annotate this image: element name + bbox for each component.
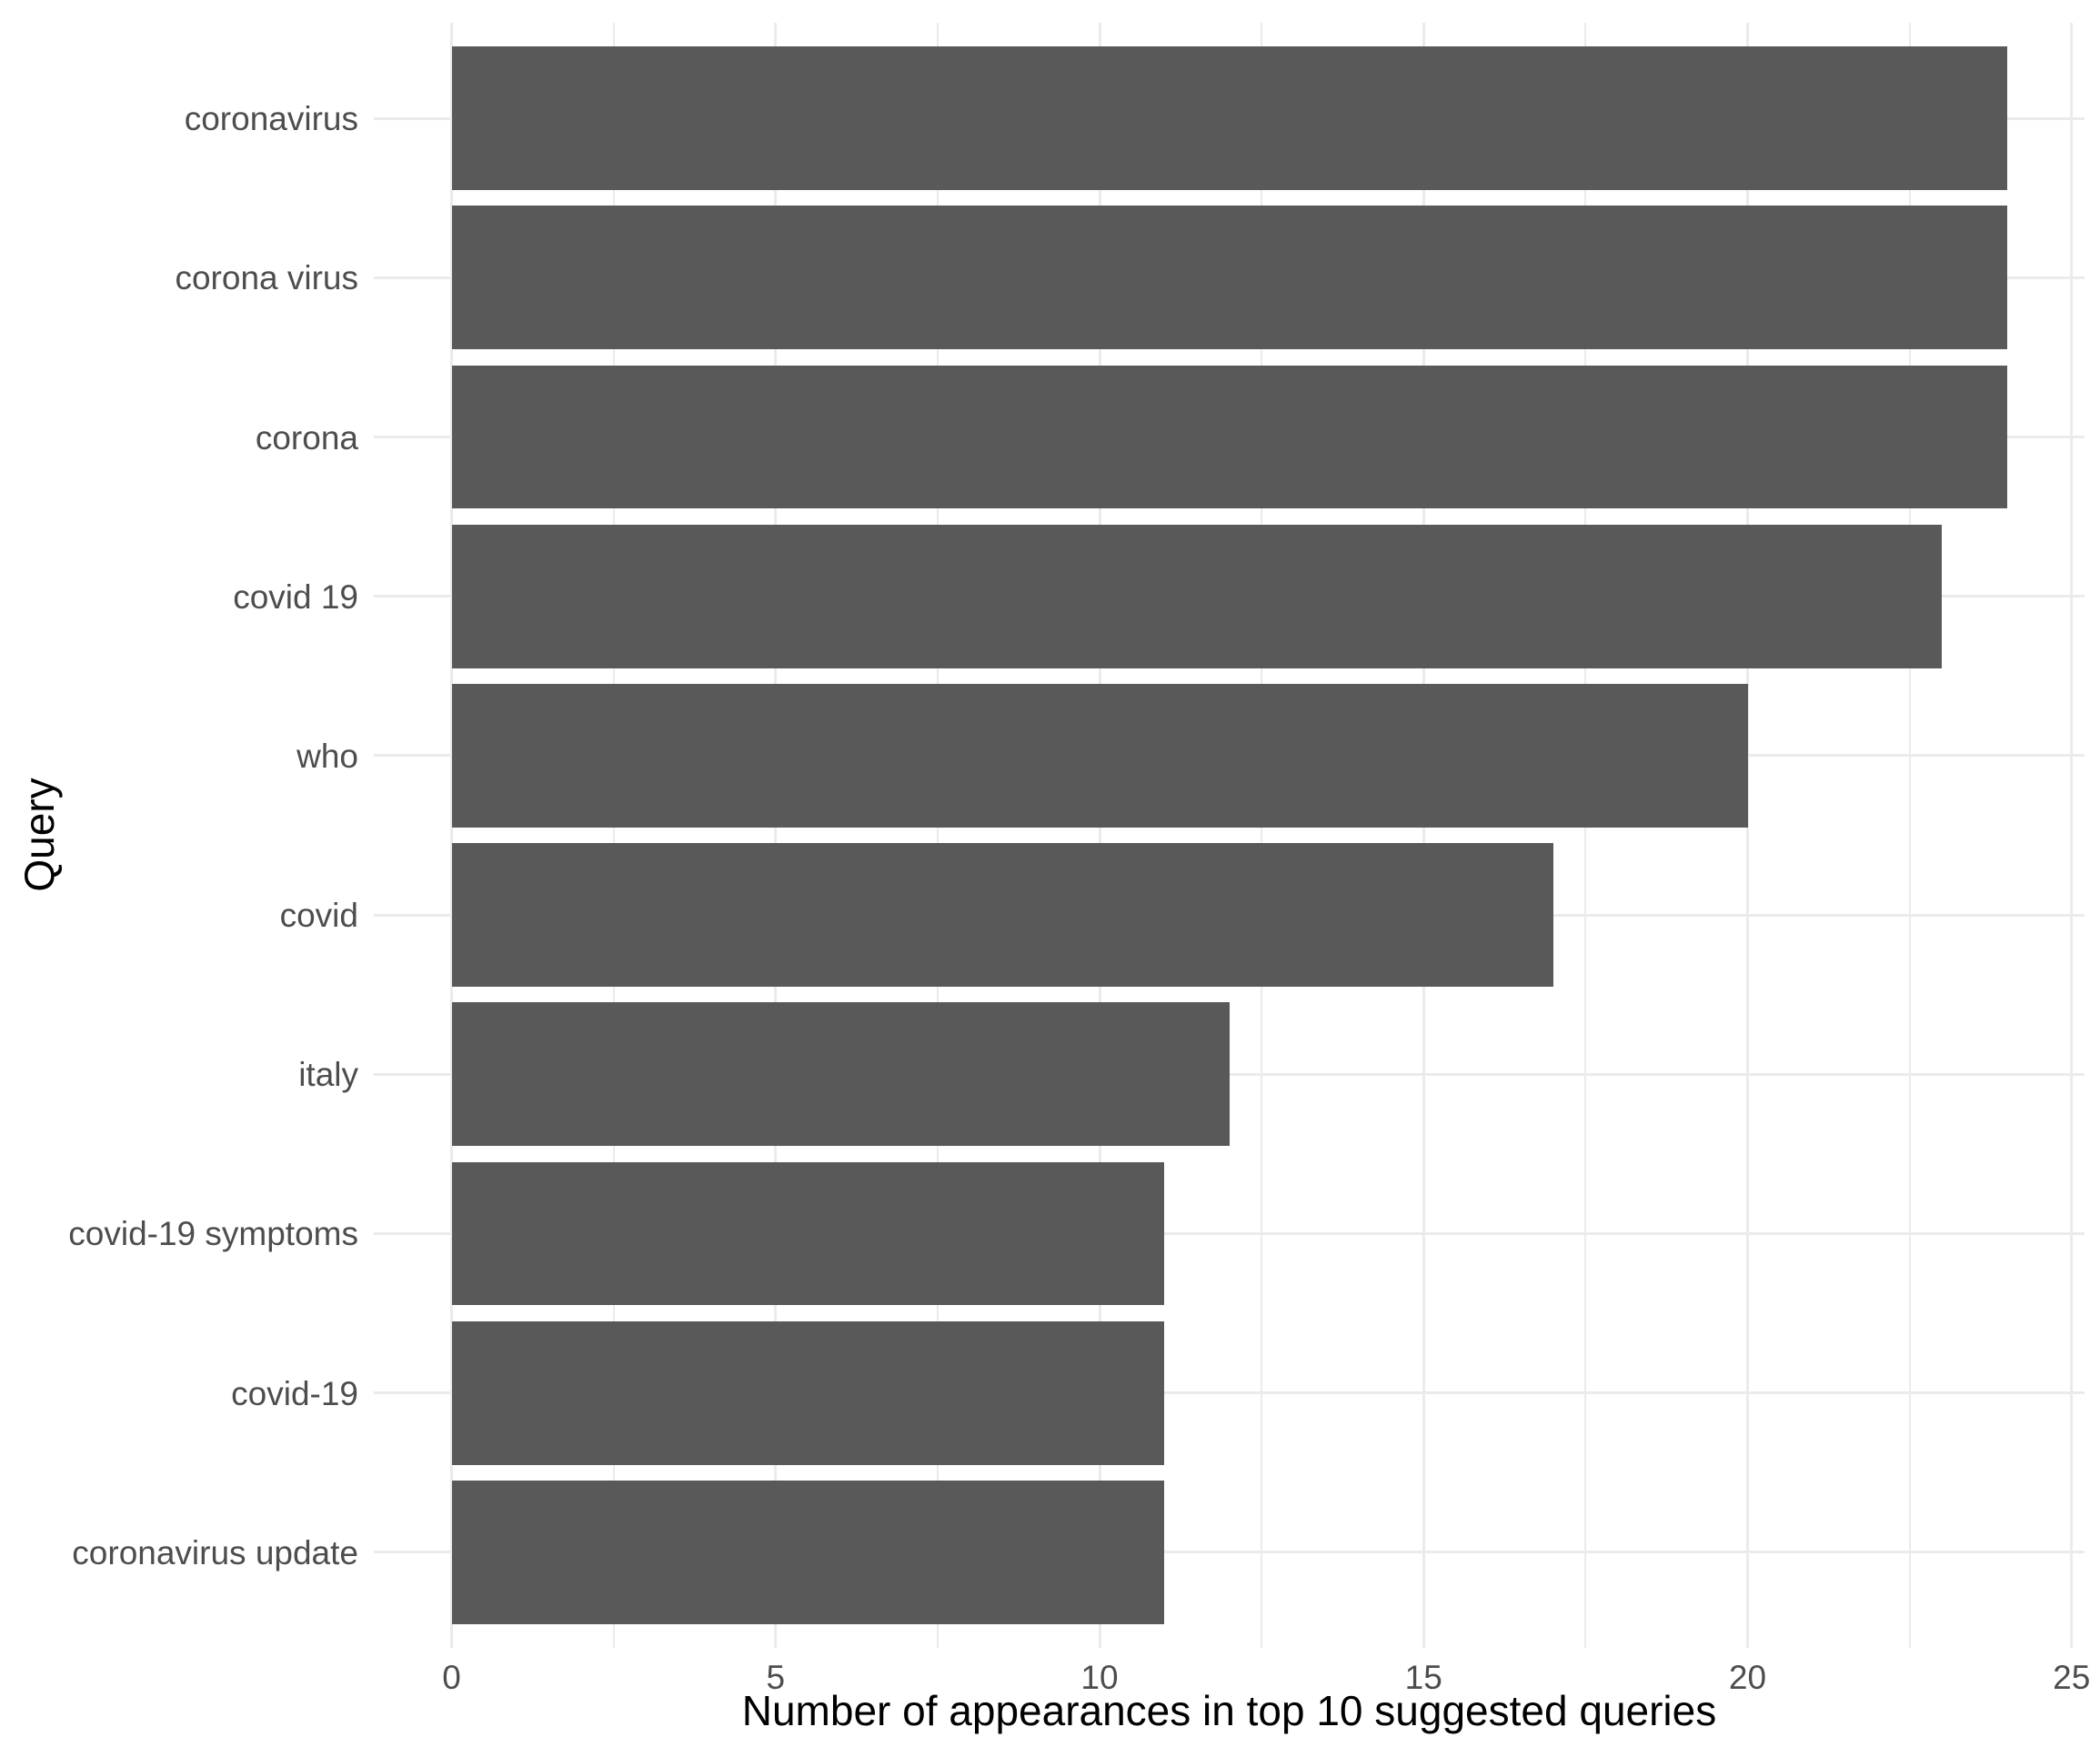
- y-tick-label: coronavirus: [184, 100, 358, 138]
- x-minor-gridline: [1584, 23, 1587, 1648]
- bar-italy: [451, 1002, 1230, 1147]
- bar-coronavirus-update: [451, 1481, 1165, 1624]
- x-major-gridline: [1098, 23, 1101, 1648]
- x-major-gridline: [1422, 23, 1425, 1648]
- y-major-gridline: [374, 1072, 2085, 1076]
- y-axis-title: Query: [15, 778, 63, 892]
- y-tick-label: covid-19 symptoms: [68, 1215, 358, 1253]
- bar-covid-19: [451, 524, 1943, 668]
- y-major-gridline: [374, 1231, 2085, 1235]
- y-tick-label: coronavirus update: [72, 1533, 358, 1571]
- bar-corona: [451, 365, 2007, 509]
- x-major-gridline: [450, 23, 453, 1648]
- x-tick-label: 5: [766, 1659, 786, 1696]
- y-tick-label: italy: [298, 1056, 358, 1094]
- y-tick-label: corona: [255, 418, 358, 457]
- y-major-gridline: [374, 1391, 2085, 1395]
- x-tick-label: 20: [1728, 1659, 1767, 1696]
- y-tick-label: who: [296, 737, 358, 775]
- y-major-gridline: [374, 1551, 2085, 1554]
- x-minor-gridline: [1261, 23, 1263, 1648]
- bar-covid-19: [451, 1320, 1165, 1465]
- x-major-gridline: [1746, 23, 1749, 1648]
- x-major-gridline: [2070, 23, 2074, 1648]
- x-major-gridline: [774, 23, 778, 1648]
- bar-covid-19-symptoms: [451, 1161, 1165, 1306]
- x-tick-label: 10: [1080, 1659, 1119, 1696]
- plot-panel: [374, 23, 2085, 1648]
- y-tick-label: corona virus: [175, 259, 358, 297]
- x-minor-gridline: [612, 23, 615, 1648]
- y-tick-label: covid: [279, 897, 358, 935]
- x-minor-gridline: [936, 23, 939, 1648]
- bar-covid: [451, 843, 1553, 987]
- bar-corona-virus: [451, 206, 2007, 350]
- y-tick-label: covid-19: [231, 1374, 358, 1412]
- bar-who: [451, 684, 1748, 828]
- x-tick-label: 15: [1404, 1659, 1442, 1696]
- y-tick-label: covid 19: [233, 577, 358, 616]
- bar-coronavirus: [451, 46, 2007, 190]
- x-tick-label: 0: [442, 1659, 461, 1696]
- x-minor-gridline: [1908, 23, 1911, 1648]
- x-axis-title: Number of appearances in top 10 suggeste…: [741, 1687, 1717, 1734]
- x-tick-label: 25: [2053, 1659, 2091, 1696]
